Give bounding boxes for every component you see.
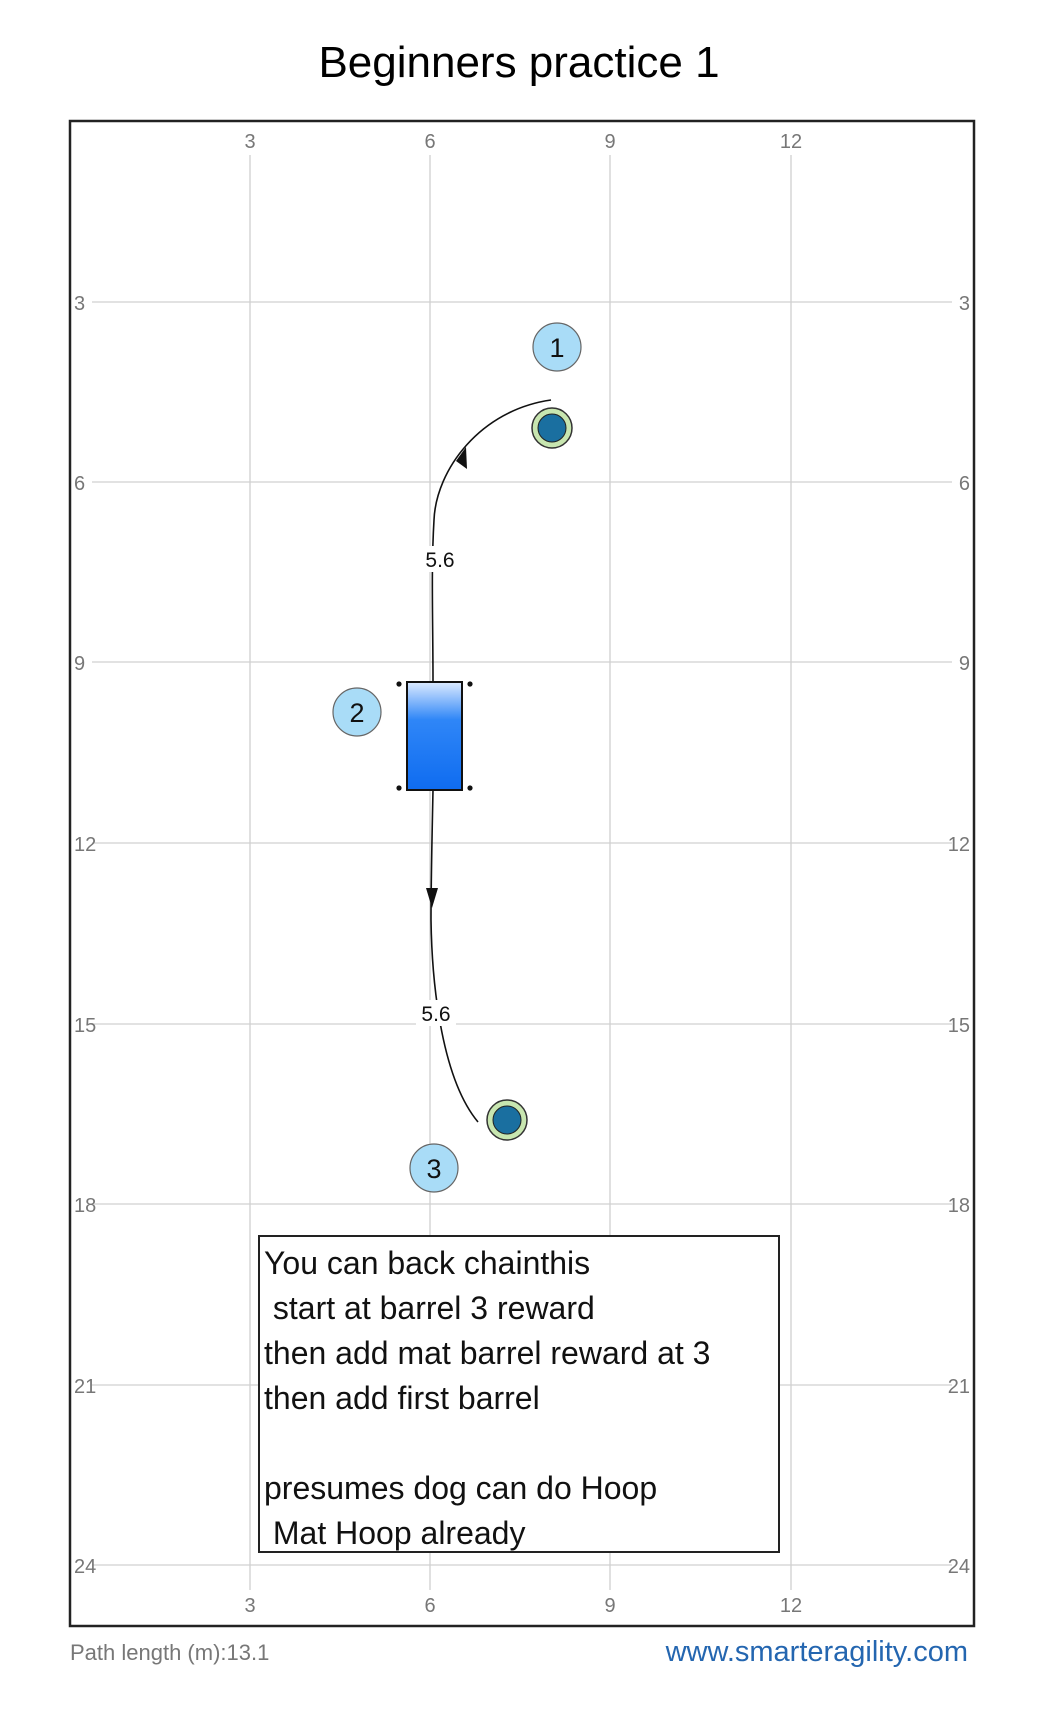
x-tick-bottom: 9 [604, 1595, 615, 1617]
x-tick-bottom: 6 [424, 1595, 435, 1617]
y-tick-left: 12 [74, 834, 96, 856]
note-line: then add mat barrel reward at 3 [264, 1335, 711, 1371]
barrel-obstacle[interactable] [531, 407, 573, 449]
y-tick-right: 21 [948, 1376, 970, 1398]
page-title: Beginners practice 1 [318, 38, 720, 87]
y-tick-right: 12 [948, 834, 970, 856]
y-tick-right: 6 [959, 473, 970, 495]
note-line: You can back chainthis [264, 1245, 591, 1281]
mat-obstacle[interactable] [406, 681, 463, 791]
obstacle-number-3: 3 [409, 1143, 459, 1193]
grid-horizontal [92, 301, 952, 1566]
svg-text:1: 1 [549, 333, 564, 363]
note-line: presumes dog can do Hoop [264, 1470, 658, 1506]
x-tick-top: 6 [424, 131, 435, 153]
path-arrow-icon [426, 888, 438, 908]
obstacle-number-2: 2 [332, 687, 382, 737]
note-line [264, 1421, 772, 1466]
y-tick-left: 3 [74, 293, 85, 315]
segment-label-bg [420, 546, 460, 572]
obstacle-number-1: 1 [532, 322, 582, 372]
website-link[interactable]: www.smarteragility.com [665, 1636, 968, 1668]
course-note: You can back chainthis start at barrel 3… [258, 1235, 780, 1553]
y-tick-left: 24 [74, 1556, 96, 1578]
y-tick-left: 15 [74, 1015, 96, 1037]
field-border [68, 119, 976, 1628]
x-tick-top: 12 [780, 131, 802, 153]
segment-label-bg [416, 1000, 456, 1026]
segment-length-label: 5.6 [425, 549, 454, 572]
y-tick-left: 18 [74, 1195, 96, 1217]
path-arrow-icon [456, 447, 467, 469]
y-tick-left: 9 [74, 653, 85, 675]
x-tick-top: 9 [604, 131, 615, 153]
svg-text:2: 2 [349, 698, 364, 728]
x-tick-bottom: 3 [244, 1595, 255, 1617]
x-tick-top: 3 [244, 131, 255, 153]
segment-length-label: 5.6 [421, 1003, 450, 1026]
y-tick-right: 24 [948, 1556, 970, 1578]
svg-text:3: 3 [426, 1154, 441, 1184]
y-tick-right: 3 [959, 293, 970, 315]
mat-corner-dots [396, 681, 473, 791]
y-tick-left: 6 [74, 473, 85, 495]
note-line: Mat Hoop already [264, 1515, 526, 1551]
dog-path-segment-1 [431, 399, 552, 683]
note-line: then add first barrel [264, 1380, 540, 1416]
y-tick-right: 15 [948, 1015, 970, 1037]
path-length-readout: Path length (m):13.1 [70, 1640, 270, 1665]
dog-path-segment-2 [430, 789, 479, 1123]
barrel-obstacle[interactable] [486, 1099, 528, 1141]
y-tick-right: 18 [948, 1195, 970, 1217]
y-tick-right: 9 [959, 653, 970, 675]
y-tick-left: 21 [74, 1376, 96, 1398]
x-tick-bottom: 12 [780, 1595, 802, 1617]
note-line: start at barrel 3 reward [264, 1290, 595, 1326]
